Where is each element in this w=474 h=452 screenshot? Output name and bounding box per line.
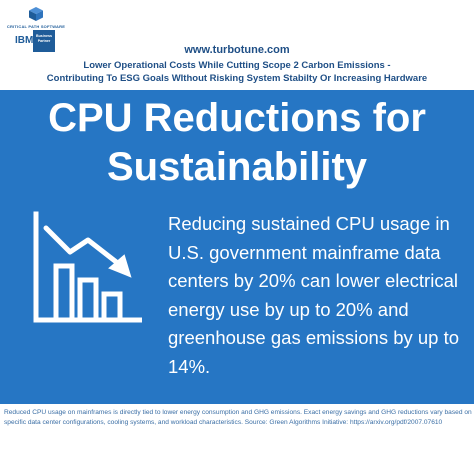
tagline-line-2: Contributing To ESG Goals WIthout Riskin…: [46, 73, 428, 84]
declining-bar-chart-icon: [33, 211, 142, 323]
header: CRITICAL PATH SOFTWARE IBM Business Part…: [0, 0, 474, 90]
ibm-partner-logo: IBM Business Partner: [15, 30, 55, 52]
body-statement: Reducing sustained CPU usage in U.S. gov…: [168, 213, 460, 377]
title-line-1: CPU Reductions for: [48, 96, 426, 140]
ibm-logo: IBM: [15, 35, 34, 46]
footer-note: Reduced CPU usage on mainframes is direc…: [4, 409, 472, 426]
company-name: CRITICAL PATH SOFTWARE: [6, 24, 66, 29]
tagline-line-1: Lower Operational Costs While Cutting Sc…: [83, 60, 391, 71]
tagline: Lower Operational Costs While Cutting Sc…: [0, 59, 474, 85]
title-line-2: Sustainability: [106, 145, 368, 189]
ibm-partner-badge: Business Partner: [33, 30, 55, 52]
page-title: CPU Reductions for Sustainability: [0, 94, 474, 192]
website-url[interactable]: www.turbotune.com: [184, 44, 290, 56]
company-logo-icon: [29, 7, 43, 21]
